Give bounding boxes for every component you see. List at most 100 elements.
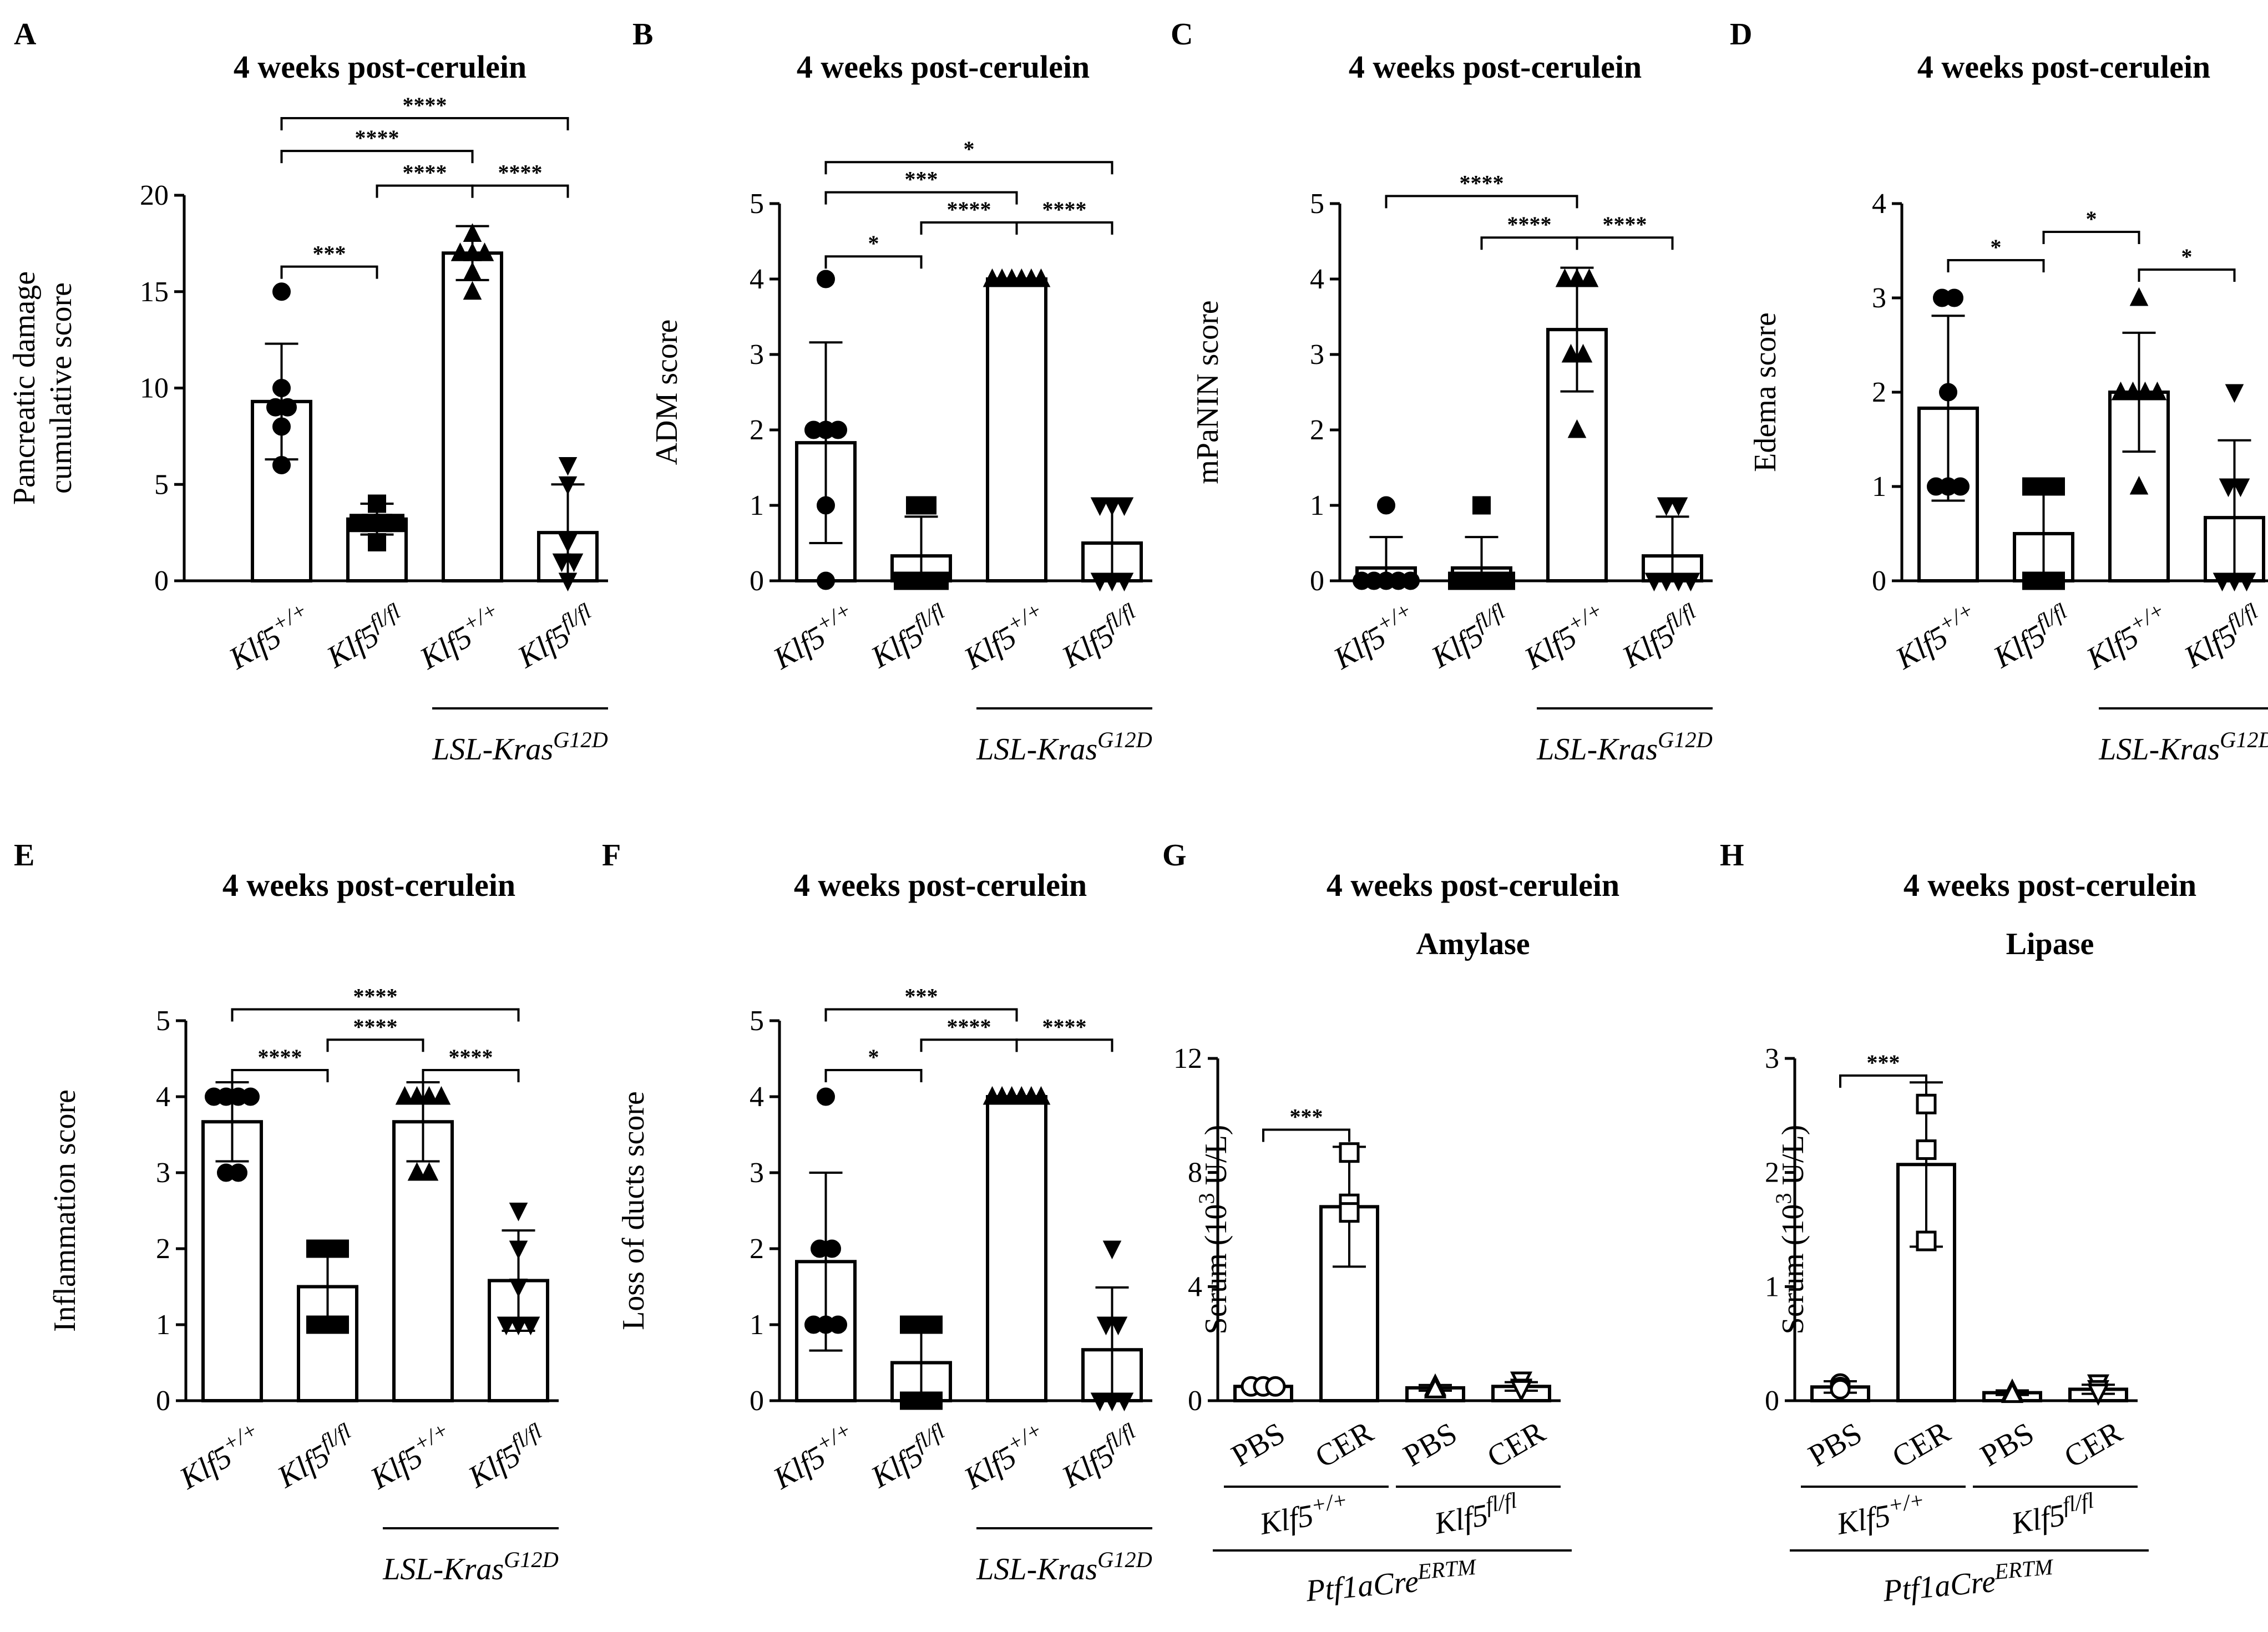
data-point (1497, 571, 1515, 590)
y-tick-label: 1 (750, 1309, 764, 1341)
significance-label: **** (498, 160, 543, 185)
y-tick-label: 4 (156, 1081, 170, 1113)
data-point (1115, 572, 1134, 592)
y-tick-label: 12 (1173, 1043, 1202, 1075)
significance-bracket (1839, 1074, 1927, 1088)
y-tick-label: 1 (156, 1309, 170, 1341)
y-tick-label: 0 (750, 565, 764, 597)
group-label-sup: fl/fl (2061, 1488, 2095, 1518)
y-tick-label: 3 (156, 1157, 170, 1189)
outer-group-label-sup: ERTM (1993, 1554, 2055, 1584)
data-point (1567, 419, 1587, 438)
data-point (1265, 1376, 1286, 1397)
data-point (817, 496, 835, 515)
group-label-base: LSL-Kras (976, 732, 1097, 767)
data-point (1916, 1230, 1937, 1251)
y-tick-label: 2 (156, 1233, 170, 1265)
significance-bracket (824, 1069, 923, 1083)
data-point (1102, 1392, 1122, 1412)
data-point (272, 282, 291, 301)
significance-bracket (280, 117, 569, 130)
significance-label: * (2181, 244, 2193, 269)
panel-letter: F (602, 838, 621, 873)
data-point (1377, 496, 1395, 515)
group-label-sup: G12D (1097, 1547, 1152, 1572)
data-point (241, 1087, 260, 1106)
data-point (2129, 475, 2149, 495)
data-point (1657, 572, 1676, 592)
data-point (2047, 571, 2065, 590)
chart-title: 4 weeks post-cerulein (794, 867, 1087, 903)
group-label-sup: fl/fl (1484, 1488, 1518, 1518)
y-tick-label: 2 (1310, 414, 1324, 446)
significance-bracket (1015, 1038, 1113, 1052)
data-point (1561, 343, 1581, 363)
data-point (463, 281, 482, 300)
y-tick-label: 0 (1188, 1385, 1202, 1417)
data-point (552, 553, 571, 572)
data-point (1115, 497, 1134, 516)
data-point (2047, 477, 2065, 496)
data-point (1339, 1142, 1360, 1163)
significance-label: * (868, 231, 879, 256)
significance-label: **** (947, 1014, 991, 1039)
data-point (1102, 572, 1122, 592)
significance-label: **** (353, 984, 398, 1008)
group-label-sup: G12D (2220, 727, 2268, 752)
significance-label: *** (1867, 1050, 1900, 1075)
data-point (2129, 287, 2149, 306)
data-point (331, 1315, 349, 1334)
chart-title: 4 weeks post-cerulein (1327, 867, 1619, 903)
chart-title: 4 weeks post-cerulein (222, 867, 515, 903)
group-label: LSL-KrasG12D (432, 727, 608, 767)
group-label: LSL-KrasG12D (2098, 727, 2268, 767)
data-point (829, 420, 847, 439)
panel-c: C 4 weeks post-cerulein 0 1 2 3 4 5 mPaNIN score… (1171, 17, 1713, 767)
significance-bracket (824, 161, 1113, 175)
y-axis-label: ADM score (650, 320, 684, 465)
data-point (450, 242, 470, 261)
y-tick-label: 4 (1310, 263, 1324, 295)
group-label-sup: +/+ (1886, 1487, 1926, 1518)
y-tick-label: 4 (750, 1081, 764, 1113)
data-point (1424, 1376, 1447, 1398)
data-point (1031, 268, 1051, 287)
significance-bracket (1576, 236, 1674, 250)
data-point (2219, 478, 2238, 498)
y-axis-label-part: U/L) (1776, 1125, 1810, 1193)
data-point (1401, 571, 1420, 590)
data-point (2237, 572, 2256, 592)
significance-bracket (824, 1008, 1018, 1022)
data-point (558, 476, 578, 495)
data-point (1339, 1202, 1360, 1223)
data-point (1669, 572, 1688, 592)
data-point (463, 261, 482, 281)
data-point (1945, 288, 1963, 307)
significance-label: **** (947, 197, 991, 222)
group-label-sup: G12D (1097, 727, 1152, 752)
data-point (509, 1279, 528, 1298)
significance-bracket (824, 255, 923, 269)
data-point (497, 1316, 516, 1336)
y-axis-label-sup: 3 (1771, 1193, 1796, 1204)
y-tick-label: 2 (1765, 1157, 1779, 1189)
data-point (432, 1086, 451, 1105)
group-label-sup: G12D (504, 1547, 559, 1572)
data-point (272, 379, 291, 397)
data-point (924, 1315, 943, 1334)
group-label: LSL-KrasG12D (976, 1547, 1152, 1587)
data-point (2231, 478, 2250, 498)
y-tick-label: 1 (1872, 471, 1886, 503)
significance-bracket (2138, 268, 2236, 282)
data-point (1916, 1093, 1937, 1114)
significance-bracket (280, 150, 474, 164)
group-label: Klf5fl/fl (1430, 1488, 1521, 1542)
group-label: Klf5+/+ (1833, 1487, 1929, 1542)
data-point (817, 270, 835, 288)
y-tick-label: 0 (156, 1385, 170, 1417)
y-tick-label: 8 (1188, 1157, 1202, 1189)
data-point (395, 1086, 414, 1105)
group-label-base: LSL-Kras (1536, 732, 1658, 767)
data-point (1644, 572, 1664, 592)
